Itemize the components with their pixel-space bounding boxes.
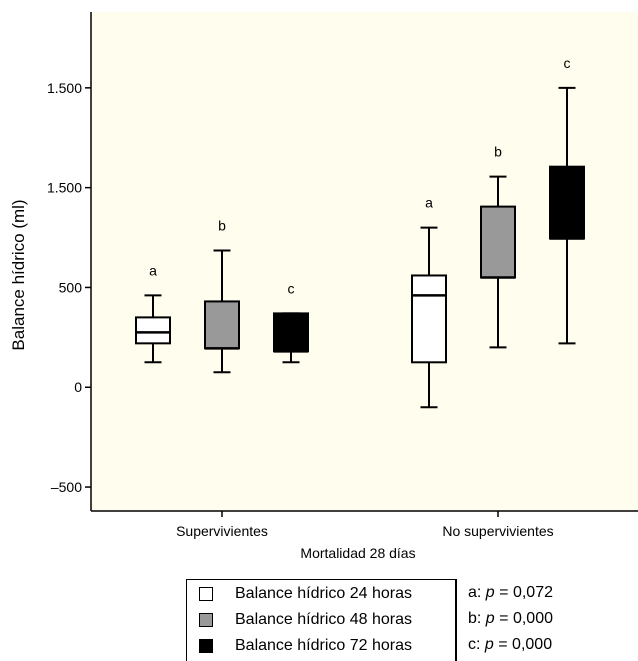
plot-area — [91, 12, 638, 511]
y-tick-label: 1.500 — [47, 80, 82, 96]
box-body — [480, 205, 516, 279]
legend-item-24h: Balance hídrico 24 horas — [187, 581, 456, 607]
box-3-group-2: c — [549, 55, 585, 345]
y-tick-label: 1.500 — [47, 180, 82, 196]
legend-swatch-24h — [199, 587, 213, 601]
x-axis-title: Mortalidad 28 días — [300, 545, 415, 561]
legend-swatch-72h — [199, 639, 213, 653]
box-plot-chart: 1.500 1.500 500 0 –500 Supervivientes No supe… — [9, 12, 638, 561]
significance-letter: c — [288, 280, 295, 296]
pvalue-a: a: p = 0,072 — [468, 584, 553, 601]
legend-item-72h: Balance hídrico 72 horas — [187, 633, 456, 659]
y-tick-label: –500 — [51, 479, 82, 495]
significance-letter: c — [564, 55, 571, 71]
y-axis: 1.500 1.500 500 0 –500 — [47, 12, 92, 511]
significance-letter: b — [494, 144, 502, 160]
legend-label-48h: Balance hídrico 48 horas — [235, 611, 412, 628]
legend-item-48h: Balance hídrico 48 horas — [187, 607, 456, 633]
box-body — [204, 300, 240, 350]
y-tick-label: 0 — [74, 379, 82, 395]
box-1-group-1: a — [135, 262, 171, 364]
pvalue-legend: a: p = 0,072 b: p = 0,000 c: p = 0,000 — [455, 579, 585, 661]
box-series-group: a a b b c c — [135, 55, 585, 409]
significance-letter: a — [149, 262, 157, 278]
significance-letter: b — [218, 218, 226, 234]
box-body — [135, 316, 171, 345]
pvalue-c: c: p = 0,000 — [468, 636, 553, 653]
box-2-group-2: b — [480, 144, 516, 349]
y-axis-title: Balance hídrico (ml) — [9, 199, 28, 350]
y-tick-label: 500 — [59, 279, 83, 295]
box-3-group-1: c — [273, 280, 309, 364]
legend-label-24h: Balance hídrico 24 horas — [235, 585, 412, 602]
box-1-group-2: a — [411, 195, 447, 409]
x-tick-label: Supervivientes — [176, 523, 268, 539]
significance-letter: a — [425, 195, 433, 211]
legend-label-72h: Balance hídrico 72 horas — [235, 637, 412, 654]
box-2-group-1: b — [204, 218, 240, 374]
box-body — [549, 165, 585, 240]
pvalue-b: b: p = 0,000 — [468, 610, 553, 627]
x-tick-label: No supervivientes — [442, 523, 553, 539]
box-body — [411, 274, 447, 364]
legend-swatch-48h — [199, 613, 213, 627]
box-body — [273, 312, 309, 353]
x-axis: Supervivientes No supervivientes — [91, 510, 638, 539]
legend: Balance hídrico 24 horas Balance hídrico… — [186, 579, 457, 661]
